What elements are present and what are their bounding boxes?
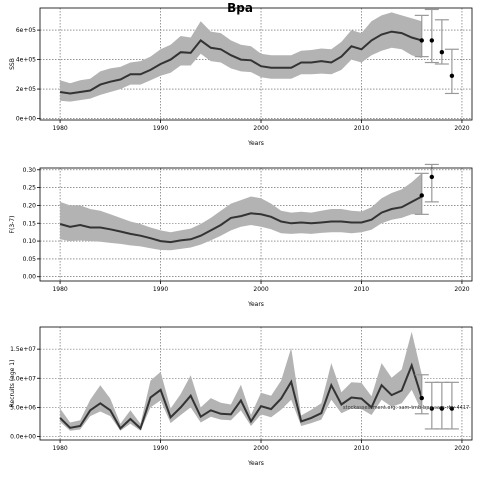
ssb-x-tick-label: 1990 (153, 125, 168, 132)
fbar-forecast-point (429, 174, 435, 180)
recruits-x-tick-label: 1980 (52, 445, 67, 452)
ssb-panel: 1980 1990 2000 2010 2020 0e+00 2e+05 4e+05 6e+05… (9, 7, 473, 147)
recruits-x-tick-label: 1990 (153, 445, 168, 452)
ssb-forecast-point (449, 73, 455, 78)
fbar-y-axis-label: F(3-7) (9, 216, 16, 234)
ssb-confidence-band (60, 12, 422, 102)
ssb-series-line (59, 30, 423, 95)
fbar-y-tick-label: 0.30 (23, 167, 37, 174)
fbar-y-tick-label: 0.25 (23, 185, 37, 192)
ssb-y-tick-label: 0e+00 (16, 116, 36, 123)
ssb-x-tick-label: 2020 (454, 125, 469, 132)
ssb-y-tick-label: 6e+05 (16, 27, 36, 34)
fbar-plot-frame (39, 167, 473, 282)
recruits-plot-frame (39, 326, 473, 441)
fbar-y-tick-label: 0.15 (23, 220, 37, 227)
recruits-x-tick-label: 2010 (354, 445, 369, 452)
recruits-forecast-point (419, 395, 424, 401)
ssb-y-tick-label: 4e+05 (16, 57, 36, 64)
fbar-y-tick-label: 0.00 (23, 274, 37, 281)
recruits-confidence-band (60, 331, 422, 431)
fbar-x-tick-label: 2010 (354, 286, 369, 293)
ssb-x-tick-label: 2010 (354, 125, 369, 132)
fbar-y-tick-label: 0.20 (23, 202, 37, 209)
recruits-y-tick-label: 5.0e+06 (10, 404, 36, 411)
fbar-y-tick-label: 0.05 (23, 256, 37, 263)
ssb-forecast-point (419, 38, 424, 43)
recruits-x-axis-label: Years (247, 460, 264, 467)
fbar-x-tick-label: 1980 (52, 286, 67, 293)
ssb-y-axis-label: SSB (9, 58, 16, 70)
recruits-y-tick-label: 1.0e+07 (10, 375, 36, 382)
recruits-forecast-point (449, 406, 455, 411)
recruits-x-tick-label: 2020 (454, 445, 469, 452)
ssb-x-tick-label: 2000 (253, 125, 268, 132)
recruits-forecast-point (439, 406, 445, 411)
ssb-forecast-point (429, 38, 435, 43)
fishing-mortality-panel: 1980 1990 2000 2010 2020 0.00 0.05 0.10 0.15 0.20… (9, 163, 473, 308)
fbar-series-line (59, 195, 423, 244)
fbar-x-tick-label: 1990 (153, 286, 168, 293)
ssb-x-axis-label: Years (247, 140, 264, 147)
fbar-forecast-point (419, 193, 424, 198)
fbar-x-tick-label: 2020 (454, 286, 469, 293)
ssb-x-tick-label: 1980 (52, 125, 67, 132)
ssb-y-tick-label: 2e+05 (16, 86, 36, 93)
ssb-plot-frame (39, 7, 473, 121)
recruits-y-tick-label: 0.0e+00 (10, 434, 36, 441)
recruits-y-tick-label: 1.5e+07 (10, 346, 36, 353)
recruits-forecast-point (429, 406, 435, 411)
recruits-x-tick-label: 2000 (253, 445, 268, 452)
fbar-x-axis-label: Years (247, 301, 264, 308)
fbar-x-tick-label: 2000 (253, 286, 268, 293)
fbar-confidence-band (60, 173, 422, 251)
recruits-series-line (59, 362, 423, 431)
ssb-forecast-point (439, 50, 445, 55)
watermark-text: stockassessment.org: sam-tmb-bpa-sam-rbv… (343, 405, 469, 411)
recruitment-panel: 1980 1990 2000 2010 2020 0.0e+00 5.0e+06 1.0e+0… (9, 326, 473, 467)
recruits-y-axis-label: Recruits (age 1) (9, 360, 16, 408)
fbar-y-tick-label: 0.10 (23, 238, 37, 245)
